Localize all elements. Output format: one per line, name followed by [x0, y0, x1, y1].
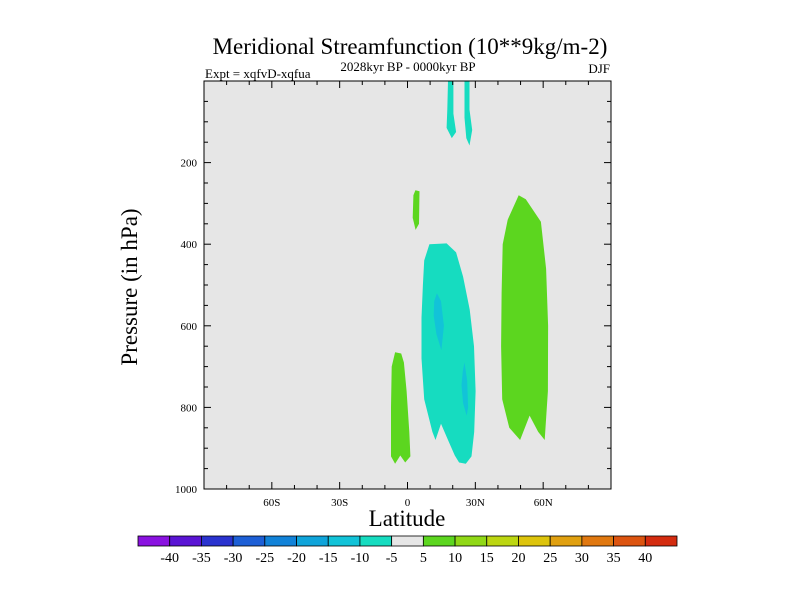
- y-tick-label: 400: [181, 239, 198, 251]
- y-tick-label: 800: [181, 402, 198, 414]
- colorbar-label: -5: [386, 551, 398, 566]
- colorbar-box: [232, 535, 266, 547]
- colorbar-label: -15: [319, 551, 338, 566]
- colorbar-box: [264, 535, 297, 547]
- contour-tropical-negative-cell: [421, 243, 476, 464]
- experiment-label: Expt = xqfvD-xqfua: [205, 66, 311, 81]
- colorbar-label: 20: [512, 551, 526, 566]
- contour-equatorial-positive-cell: [391, 352, 411, 464]
- colorbar-box: [613, 535, 646, 547]
- colorbar-box: [359, 535, 393, 547]
- y-tick-label: 600: [181, 321, 198, 333]
- colorbar-label: -30: [224, 551, 243, 566]
- chart-title: Meridional Streamfunction (10**9kg/m-2): [213, 34, 608, 59]
- colorbar-label: 35: [607, 551, 621, 566]
- x-tick-label: 60N: [534, 497, 553, 509]
- colorbar-label: -20: [287, 551, 306, 566]
- colorbar: -40 -35 -30 -25 -20 -15 -10 -5 5 10 15 20 25 30 35 40: [137, 535, 678, 566]
- colorbar-box: [454, 535, 488, 547]
- contour-tropical-negative-core-lower: [461, 362, 469, 416]
- x-tick-label: 30N: [466, 497, 485, 509]
- contour-upper-jet-right: [464, 81, 473, 146]
- colorbar-box: [486, 535, 519, 547]
- colorbar-box: [549, 535, 583, 547]
- colorbar-label: -40: [160, 551, 179, 566]
- y-tick-label: 1000: [175, 484, 198, 496]
- colorbar-box: [327, 535, 361, 547]
- colorbar-label: 10: [448, 551, 462, 566]
- x-tick-label: 30S: [331, 497, 348, 509]
- colorbar-box: [137, 535, 171, 547]
- colorbar-label: 15: [480, 551, 494, 566]
- period-label: 2028kyr BP - 0000kyr BP: [340, 59, 475, 74]
- contour-tropical-negative-core-upper: [433, 293, 444, 351]
- colorbar-label: 40: [638, 551, 652, 566]
- colorbar-box: [296, 535, 329, 547]
- colorbar-box: [169, 535, 202, 547]
- x-tick-label: 0: [405, 497, 411, 509]
- contour-upper-jet-left: [446, 81, 457, 139]
- contour-regions: [391, 81, 549, 464]
- colorbar-box: [422, 535, 456, 547]
- colorbar-box: [644, 535, 678, 547]
- colorbar-label: -10: [351, 551, 370, 566]
- colorbar-box: [581, 535, 614, 547]
- colorbar-box: [391, 535, 424, 547]
- axis-ticks: 60S 30S 0 30N 60N 200 400 600 800 1000: [175, 81, 611, 509]
- colorbar-box: [201, 535, 234, 547]
- y-axis-label: Pressure (in hPa): [117, 208, 142, 365]
- x-axis-label: Latitude: [369, 506, 446, 531]
- colorbar-box: [518, 535, 551, 547]
- x-tick-label: 60S: [263, 497, 280, 509]
- y-tick-label: 200: [181, 158, 198, 170]
- colorbar-label: -35: [192, 551, 211, 566]
- contour-upper-positive-cell: [412, 190, 420, 230]
- colorbar-label: -25: [255, 551, 274, 566]
- colorbar-label: 30: [575, 551, 589, 566]
- season-label: DJF: [588, 61, 610, 76]
- contour-subtropical-positive-cell: [501, 195, 549, 440]
- colorbar-label: 5: [420, 551, 427, 566]
- colorbar-label: 25: [543, 551, 557, 566]
